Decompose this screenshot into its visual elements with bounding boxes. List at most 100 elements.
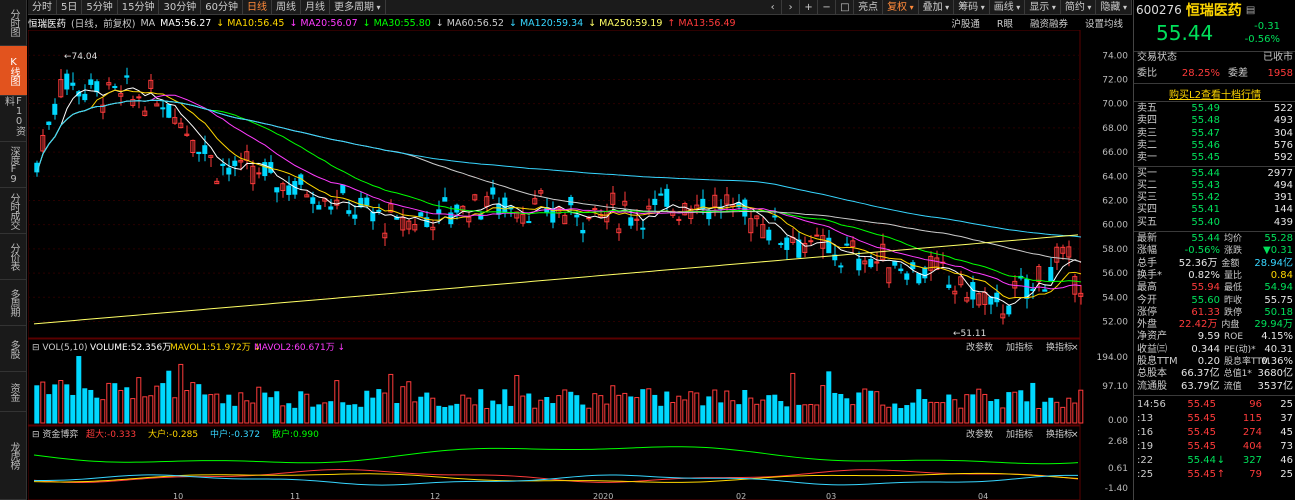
candle [784,237,790,250]
ask-vol: 304 [1273,127,1293,139]
candle [964,297,970,302]
period-6[interactable]: 日线 [243,0,272,15]
next-icon[interactable]: › [782,0,801,15]
volume-bar [484,407,490,424]
volume-bar [598,395,604,424]
l2-link[interactable]: 购买L2查看十档行情 [1169,90,1261,101]
candle [238,159,244,163]
window-icon[interactable]: □ [836,0,855,15]
volume-bar [538,399,544,424]
ma-right-2[interactable]: 融资融券 [1029,19,1068,30]
ma-item-0: MA [140,17,156,29]
candle [976,293,982,306]
zoom-in-icon[interactable]: + [800,0,819,15]
stat-value-2: 0.84 [1270,269,1293,281]
volume-bar [88,389,94,424]
fund-btn-0[interactable]: 改参数 [966,428,993,440]
ma-right-1[interactable]: R眼 [996,19,1013,30]
kline-chart-area[interactable]: 74.00 72.00 70.00 68.00 66.00 64.00 62.00 60.00… [28,30,1132,500]
left-tab-5[interactable]: 分价表 [0,234,27,280]
ma-right-0[interactable]: 沪股通 [951,19,980,30]
stat-label: 股息TTM [1137,356,1178,367]
left-tab-8[interactable]: 资金 [0,372,27,412]
vol-btn-0[interactable]: 改参数 [966,341,993,353]
vol-close-icon[interactable]: × [1071,343,1079,353]
period-7[interactable]: 周线 [272,0,301,15]
toolbar-btn-3[interactable]: 筹码 [954,0,990,15]
period-8[interactable]: 月线 [301,0,330,15]
volume-bar [958,407,964,424]
period-2[interactable]: 5分钟 [82,0,118,15]
volume-bar [328,401,334,424]
left-tab-0[interactable]: 分时图 [0,0,27,46]
prev-icon[interactable]: ‹ [764,0,783,15]
toolbar-btn-1[interactable]: 复权 [883,0,919,15]
ask-price: 55.47 [1191,127,1220,139]
left-tab-6[interactable]: 多周期 [0,280,27,326]
volume-bar [646,388,652,424]
candle [892,260,898,266]
period-5[interactable]: 60分钟 [201,0,243,15]
candle [334,199,340,206]
ma-right-3[interactable]: 设置均线 [1084,19,1123,30]
left-tab-4[interactable]: 分时成交 [0,188,27,234]
candle [124,75,130,78]
tick-price: 55.45 [1187,398,1216,410]
left-tab-2[interactable]: F10资料 [0,96,27,142]
candle [760,224,766,239]
vol-btn-1[interactable]: 加指标 [1006,341,1033,353]
tick-vol: 274 [1242,426,1262,438]
volume-bar [928,401,934,424]
volume-bar [190,382,196,424]
stat-value-2: 50.18 [1264,306,1293,318]
volume-bar [832,392,838,424]
left-tab-9[interactable]: 龙虎榜 [0,412,27,500]
toolbar-btn-2[interactable]: 叠加 [919,0,955,15]
toolbar-btn-0[interactable]: 亮点 [854,0,884,15]
fund-btn-2[interactable]: 换指标 [1046,428,1073,440]
tick-row: :19 55.45 404 73 [1134,440,1295,454]
volume-bar [760,399,766,424]
candle [688,208,694,220]
volume-bar [904,405,910,424]
date-tick-3: 2020 [593,492,613,500]
candle [250,165,256,185]
fund-btn-1[interactable]: 加指标 [1006,428,1033,440]
toolbar-btn-6[interactable]: 简约 [1061,0,1097,15]
toolbar-btn-5[interactable]: 显示 [1025,0,1061,15]
volume-bar [622,392,628,424]
left-tab-7[interactable]: 多股 [0,326,27,372]
price-pane-frame [28,30,1081,339]
volume-bar [256,386,262,424]
volume-bar [1054,401,1060,424]
volume-bar [478,389,484,424]
bid-vol: 144 [1273,204,1293,216]
ask-row: 卖二 55.46 576 [1134,140,1295,152]
period-3[interactable]: 15分钟 [118,0,160,15]
ask-label: 卖五 [1137,103,1157,114]
candle [568,196,574,206]
fund-close-icon[interactable]: × [1071,430,1079,440]
left-tab-3[interactable]: 深度F9 [0,142,27,188]
candle [100,104,106,113]
volume-bar [520,395,526,424]
stat-label-2: 股息率TTM [1224,357,1270,367]
toolbar-btn-4[interactable]: 画线 [990,0,1026,15]
period-0[interactable]: 分时 [28,0,57,15]
toolbar-btn-7[interactable]: 隐藏 [1096,0,1132,15]
stock-menu-icon[interactable]: ▤ [1245,4,1256,16]
zoom-out-icon[interactable]: − [818,0,837,15]
period-1[interactable]: 5日 [57,0,83,15]
stat-row: 股息TTM 0.20 股息率TTM 0.36% [1134,356,1295,368]
candle [430,226,436,231]
volume-bar [106,382,112,424]
vol-btn-2[interactable]: 换指标 [1046,341,1073,353]
price-tick-10: 54.00 [1102,293,1128,303]
candle [76,91,82,97]
stat-row: 总手 52.36万 金额 28.94亿 [1134,258,1295,270]
left-tab-1[interactable]: K线图 [0,46,27,96]
period-9[interactable]: 更多周期 [330,0,386,15]
volume-bar [658,405,664,424]
volume-bar [76,356,82,424]
period-4[interactable]: 30分钟 [159,0,202,15]
